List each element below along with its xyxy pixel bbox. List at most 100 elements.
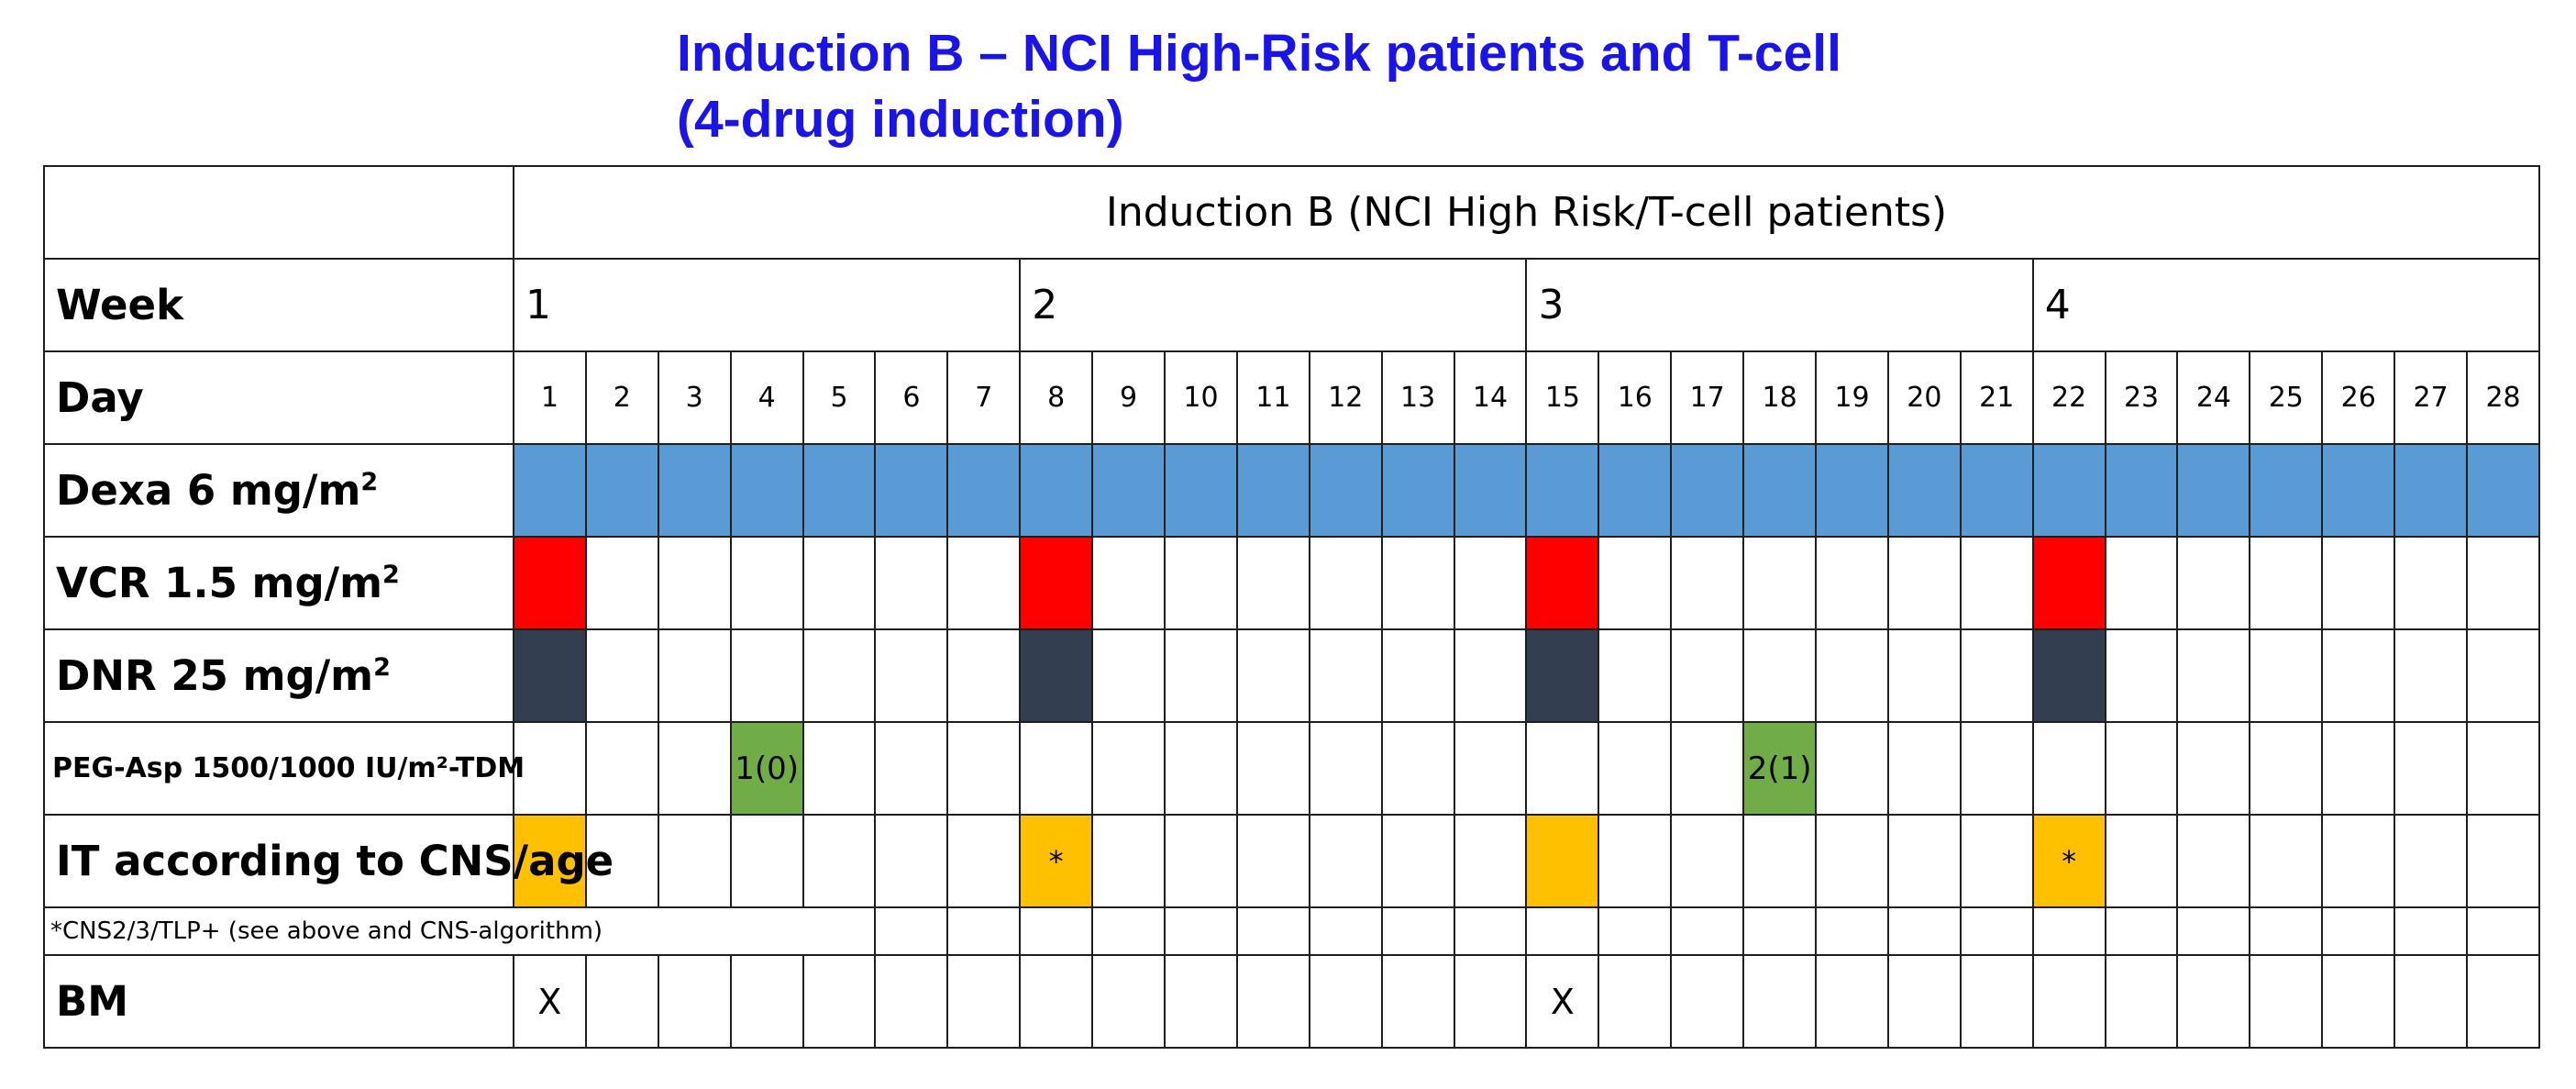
empty-cell	[2394, 954, 2469, 1049]
day-number: 10	[1164, 350, 1238, 445]
empty-cell	[729, 628, 804, 723]
dexa-dose-cell	[802, 443, 877, 538]
dexa-dose-cell	[1308, 443, 1383, 538]
empty-cell	[1235, 536, 1310, 630]
day-number: 25	[2249, 350, 2324, 445]
dexa-label: Dexa 6 mg/m2	[43, 443, 514, 538]
header-corner-cell	[43, 165, 514, 260]
empty-cell	[1019, 721, 1094, 816]
empty-cell	[1886, 721, 1962, 816]
vcr-dose-cell	[513, 536, 587, 630]
empty-cell	[946, 628, 1022, 723]
empty-cell	[1164, 536, 1238, 630]
empty-cell	[2321, 954, 2396, 1049]
empty-cell	[1886, 814, 1962, 908]
peg-label: PEG-Asp 1500/1000 IU/m²-TDM	[43, 721, 525, 816]
day-number: 21	[1959, 350, 2034, 445]
peg-row: PEG-Asp 1500/1000 IU/m²-TDM 1(0) 2(1)	[43, 721, 2541, 816]
day-row: Day 1 2 3 4 5 6 7 8 9 10 11 12 13 14 15 …	[43, 350, 2541, 445]
empty-cell	[1886, 628, 1962, 723]
empty-cell	[1886, 536, 1962, 630]
it-dose-cell: *	[2031, 814, 2106, 908]
empty-cell	[1164, 814, 1238, 908]
empty-cell	[1091, 954, 1166, 1049]
empty-cell	[1380, 954, 1455, 1049]
empty-cell	[2031, 954, 2106, 1049]
empty-cell	[1886, 954, 1962, 1049]
empty-cell	[1091, 628, 1166, 723]
dnr-row: DNR 25 mg/m2	[43, 628, 2541, 723]
empty-cell	[1164, 721, 1238, 816]
empty-cell	[802, 721, 877, 816]
empty-cell	[2176, 906, 2251, 956]
empty-cell	[584, 814, 659, 908]
empty-cell	[946, 906, 1022, 956]
bm-row: BM X X	[43, 954, 2541, 1049]
empty-cell	[1815, 954, 1889, 1049]
empty-cell	[1959, 536, 2034, 630]
empty-cell	[2176, 721, 2251, 816]
dexa-dose-cell	[946, 443, 1022, 538]
induction-schedule-table: Induction B (NCI High Risk/T-cell patien…	[42, 165, 2541, 1049]
vcr-row: VCR 1.5 mg/m2	[43, 536, 2541, 630]
dexa-dose-cell	[1959, 443, 2034, 538]
empty-cell	[2321, 628, 2396, 723]
empty-cell	[657, 536, 732, 630]
week-1: 1	[512, 258, 1022, 352]
empty-cell	[1525, 906, 1600, 956]
day-number: 6	[874, 350, 949, 445]
empty-cell	[657, 954, 732, 1049]
page-title: Induction B – NCI High-Risk patients and…	[677, 24, 1841, 149]
empty-cell	[2249, 814, 2324, 908]
induction-header: Induction B (NCI High Risk/T-cell patien…	[512, 165, 2541, 260]
day-number: 16	[1598, 350, 1673, 445]
dexa-dose-cell	[2394, 443, 2469, 538]
dexa-dose-cell	[1164, 443, 1238, 538]
empty-cell	[1598, 536, 1673, 630]
empty-cell	[946, 721, 1022, 816]
week-2: 2	[1019, 258, 1528, 352]
bm-mark: X	[1525, 954, 1600, 1049]
empty-cell	[1308, 954, 1383, 1049]
empty-cell	[1742, 536, 1818, 630]
empty-cell	[2466, 954, 2541, 1049]
empty-cell	[1742, 814, 1818, 908]
dexa-dose-cell	[1598, 443, 1673, 538]
empty-cell	[1235, 954, 1310, 1049]
empty-cell	[1453, 536, 1528, 630]
empty-cell	[874, 814, 949, 908]
empty-cell	[1959, 906, 2034, 956]
vcr-dose-cell	[1525, 536, 1600, 630]
vcr-dose-cell	[1019, 536, 1094, 630]
week-4: 4	[2031, 258, 2541, 352]
empty-cell	[1959, 954, 2034, 1049]
empty-cell	[802, 536, 877, 630]
empty-cell	[1380, 906, 1455, 956]
dexa-dose-cell	[1091, 443, 1166, 538]
empty-cell	[2466, 628, 2541, 723]
empty-cell	[2394, 536, 2469, 630]
day-number: 27	[2394, 350, 2469, 445]
dexa-dose-cell	[513, 443, 587, 538]
day-label: Day	[43, 350, 514, 445]
dexa-dose-cell	[1019, 443, 1094, 538]
empty-cell	[1308, 628, 1383, 723]
week-row: Week 1 2 3 4	[43, 258, 2541, 352]
dexa-dose-cell	[1453, 443, 1528, 538]
empty-cell	[1453, 721, 1528, 816]
empty-cell	[2394, 906, 2469, 956]
day-number: 14	[1453, 350, 1528, 445]
empty-cell	[874, 536, 949, 630]
dexa-dose-cell	[1886, 443, 1962, 538]
empty-cell	[2466, 536, 2541, 630]
peg-dose-cell: 1(0)	[729, 721, 804, 816]
dexa-dose-cell	[2104, 443, 2179, 538]
empty-cell	[1091, 721, 1166, 816]
empty-cell	[729, 814, 804, 908]
empty-cell	[1235, 721, 1310, 816]
empty-cell	[1453, 628, 1528, 723]
empty-cell	[2249, 954, 2324, 1049]
week-3: 3	[1525, 258, 2034, 352]
vcr-label: VCR 1.5 mg/m2	[43, 536, 514, 630]
dexa-dose-cell	[1235, 443, 1310, 538]
